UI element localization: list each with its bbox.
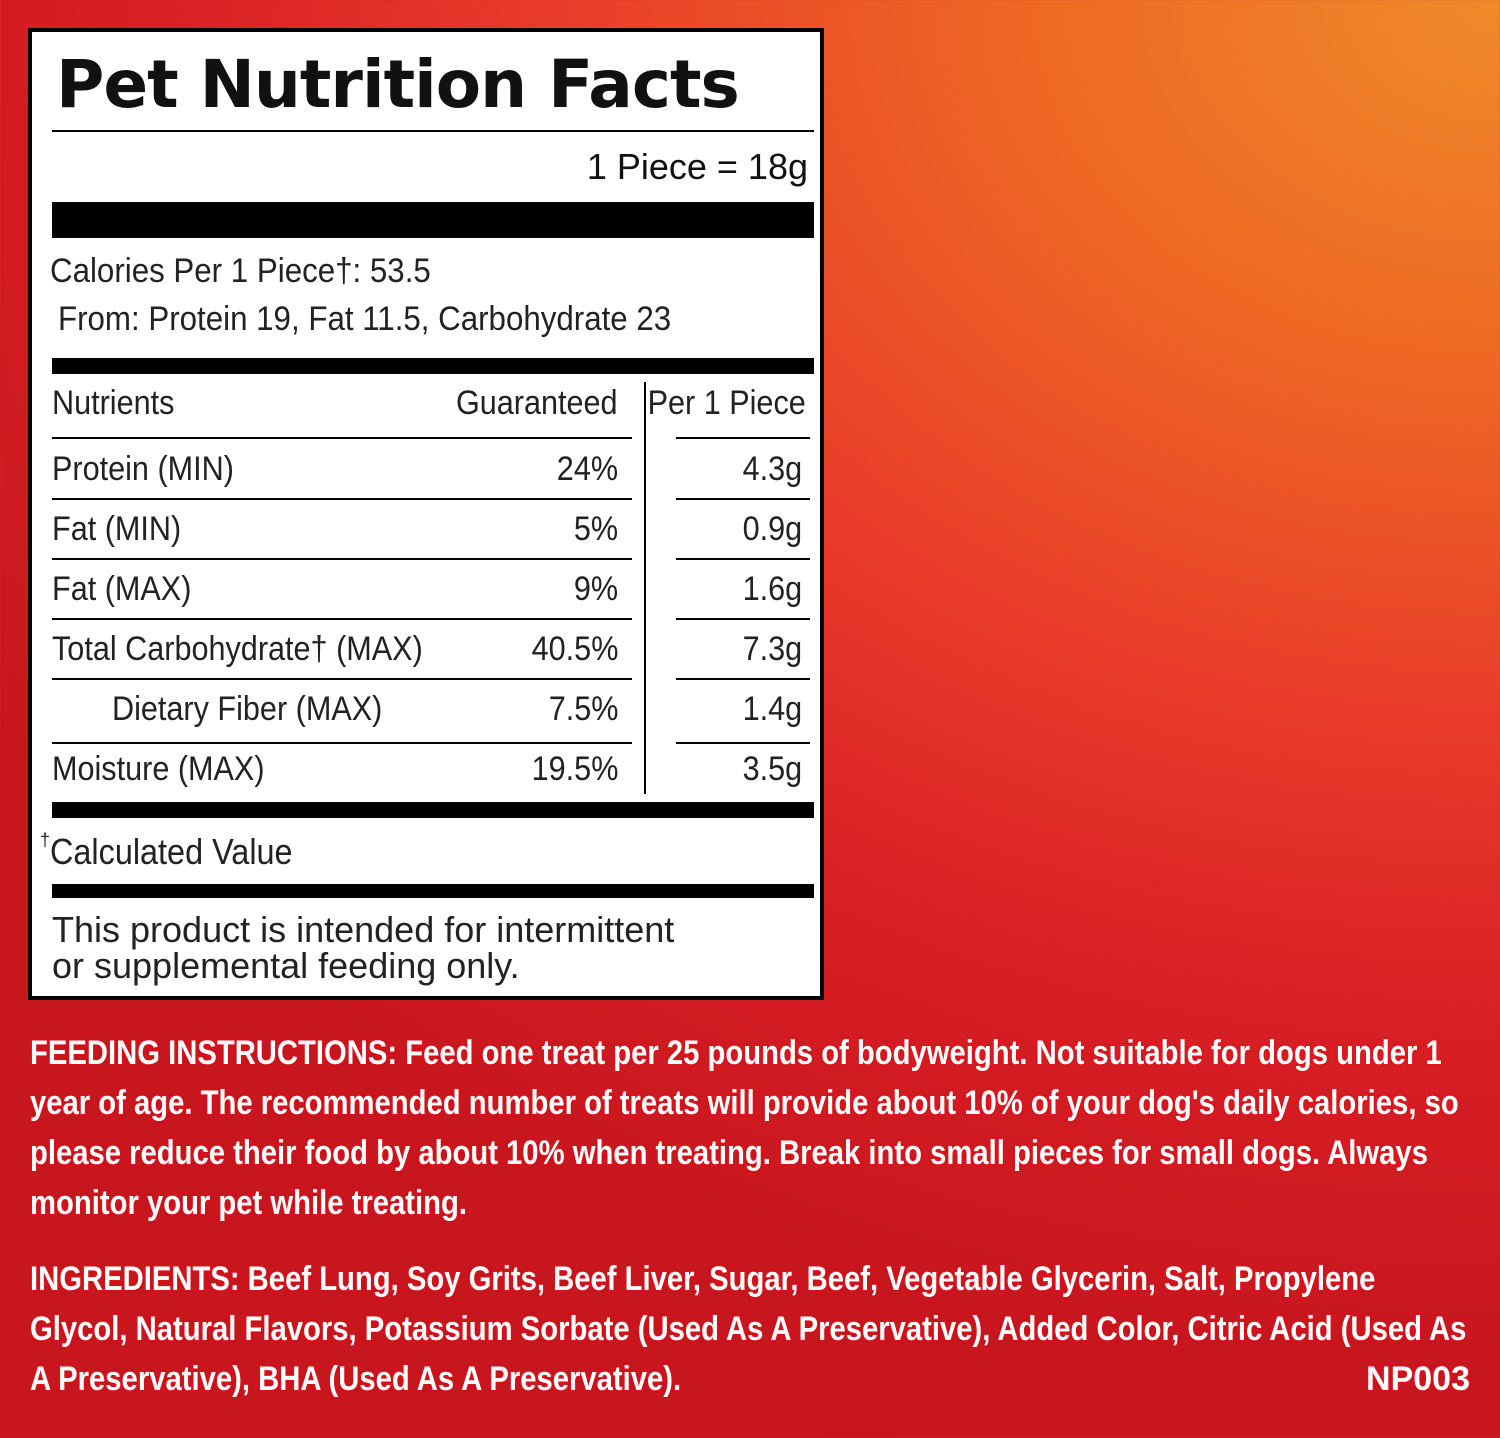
- nutrient-guaranteed: 7.5%: [548, 690, 618, 728]
- nutrient-name: Fat (MAX): [52, 570, 192, 608]
- row-line: [676, 678, 810, 680]
- nutrient-guaranteed: 5%: [573, 510, 618, 548]
- row-line: [52, 498, 632, 500]
- thick-divider-footer: [52, 884, 814, 898]
- row-line: [52, 618, 632, 620]
- dagger-mark: †: [40, 830, 51, 850]
- nutrition-facts-panel: Pet Nutrition Facts 1 Piece = 18g Calori…: [28, 28, 824, 1000]
- row-line: [676, 618, 810, 620]
- row-line: [52, 558, 632, 560]
- nutrient-name: Total Carbohydrate† (MAX): [52, 630, 423, 668]
- nutrient-name: Moisture (MAX): [52, 750, 265, 788]
- row-line: [52, 437, 632, 439]
- disclaimer-line: This product is intended for intermitten…: [52, 909, 675, 950]
- serving-size: 1 Piece = 18g: [586, 146, 808, 187]
- row-line: [52, 678, 632, 680]
- thick-divider-top: [52, 202, 814, 238]
- footnote: †Calculated Value: [40, 830, 293, 872]
- feeding-disclaimer: This product is intended for intermitten…: [52, 912, 772, 984]
- nutrient-per-piece: 1.4g: [742, 690, 802, 728]
- product-code: NP003: [1366, 1360, 1470, 1398]
- thick-divider-bottom: [52, 802, 814, 818]
- feeding-instructions: FEEDING INSTRUCTIONS: Feed one treat per…: [30, 1034, 1459, 1222]
- nutrient-per-piece: 3.5g: [742, 750, 802, 788]
- nutrient-guaranteed: 40.5%: [531, 630, 618, 668]
- row-line: [676, 498, 810, 500]
- nutrient-guaranteed: 24%: [556, 450, 618, 488]
- nutrient-name: Dietary Fiber (MAX): [112, 690, 383, 728]
- row-line: [676, 437, 810, 439]
- title-divider: [52, 130, 814, 132]
- nutrient-guaranteed: 9%: [573, 570, 618, 608]
- header-nutrients: Nutrients: [52, 384, 175, 422]
- header-per-piece: Per 1 Piece: [647, 384, 806, 422]
- nutrient-name: Fat (MIN): [52, 510, 182, 548]
- nutrient-per-piece: 1.6g: [742, 570, 802, 608]
- label-title: Pet Nutrition Facts: [56, 46, 740, 123]
- calories-line: Calories Per 1 Piece†: 53.5: [50, 252, 431, 290]
- row-line: [676, 558, 810, 560]
- nutrient-per-piece: 7.3g: [742, 630, 802, 668]
- row-line: [676, 742, 810, 744]
- ingredients: INGREDIENTS: Beef Lung, Soy Grits, Beef …: [30, 1254, 1470, 1404]
- row-line: [52, 742, 632, 744]
- nutrient-name: Protein (MIN): [52, 450, 234, 488]
- thick-divider-mid: [52, 358, 814, 374]
- disclaimer-line: or supplemental feeding only.: [52, 945, 520, 986]
- header-guaranteed: Guaranteed: [456, 384, 618, 422]
- nutrient-per-piece: 4.3g: [742, 450, 802, 488]
- nutrient-guaranteed: 19.5%: [531, 750, 618, 788]
- column-divider: [644, 382, 646, 794]
- calories-from: From: Protein 19, Fat 11.5, Carbohydrate…: [58, 300, 672, 338]
- nutrient-per-piece: 0.9g: [742, 510, 802, 548]
